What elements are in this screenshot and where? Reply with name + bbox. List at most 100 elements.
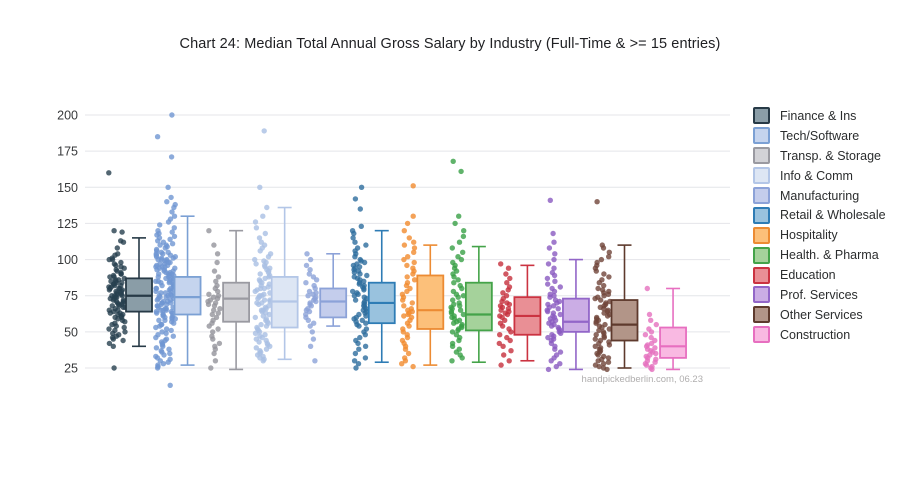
data-point (154, 134, 161, 140)
data-point (154, 365, 161, 371)
legend-item-info-comm[interactable]: Info & Comm (753, 166, 886, 186)
data-point (164, 199, 170, 205)
data-point (118, 271, 124, 277)
data-point (206, 228, 212, 234)
legend-item-construction[interactable]: Construction (753, 325, 886, 345)
legend-swatch-info-comm (753, 167, 770, 185)
data-point (404, 334, 411, 341)
data-point (356, 264, 363, 270)
data-point (401, 228, 407, 234)
data-point (551, 239, 557, 245)
legend-item-transp-storage[interactable]: Transp. & Storage (753, 146, 886, 166)
data-point (498, 307, 504, 313)
data-point (401, 303, 407, 309)
data-point (120, 239, 127, 245)
data-point (552, 278, 558, 284)
data-point (306, 288, 313, 295)
data-point (652, 359, 658, 365)
data-point (163, 294, 169, 300)
data-point (601, 271, 607, 277)
legend-swatch-health-pharma (753, 246, 770, 264)
data-point (547, 197, 553, 203)
data-point (259, 334, 265, 341)
data-point (594, 199, 600, 205)
industry-group-health-pharma (448, 158, 493, 364)
data-point (451, 280, 457, 286)
data-point (648, 317, 654, 323)
data-point (460, 293, 467, 299)
legend-item-tech-software[interactable]: Tech/Software (753, 126, 886, 146)
data-point (652, 345, 658, 351)
data-point (162, 317, 168, 323)
data-point (545, 261, 552, 267)
data-point (598, 297, 604, 303)
data-point (550, 230, 556, 237)
legend-label: Finance & Ins (780, 108, 857, 123)
data-point (405, 254, 411, 260)
data-point (167, 350, 173, 357)
data-point (106, 326, 112, 332)
legend-item-health-pharma[interactable]: Health. & Pharma (753, 245, 886, 265)
data-point (455, 327, 461, 334)
legend-item-other-services[interactable]: Other Services (753, 305, 886, 325)
legend-item-hospitality[interactable]: Hospitality (753, 225, 886, 245)
data-point (402, 346, 409, 352)
data-point (118, 259, 124, 266)
data-point (357, 334, 363, 341)
data-point (352, 254, 358, 260)
data-point (411, 259, 417, 266)
data-point (206, 291, 212, 297)
data-point (215, 326, 221, 332)
data-point (363, 320, 369, 326)
legend-label: Other Services (780, 307, 863, 322)
data-point (598, 256, 605, 263)
data-point (258, 321, 264, 328)
data-point (505, 265, 512, 271)
data-point (165, 184, 171, 190)
data-point (411, 245, 418, 251)
data-point (171, 320, 177, 326)
data-point (171, 213, 178, 219)
legend-label: Prof. Services (780, 287, 858, 302)
data-point (168, 300, 174, 306)
legend-item-retail-wholesale[interactable]: Retail & Wholesale (753, 205, 886, 225)
y-tick-label-100: 100 (57, 253, 78, 267)
legend-label: Health. & Pharma (780, 248, 879, 263)
data-point (160, 361, 167, 367)
data-point (307, 323, 313, 329)
data-point (107, 310, 114, 316)
legend-item-prof-services[interactable]: Prof. Services (753, 285, 886, 305)
series-layer (106, 112, 687, 388)
legend-item-manufacturing[interactable]: Manufacturing (753, 186, 886, 206)
box-health-pharma (464, 281, 493, 332)
data-point (497, 332, 503, 338)
data-point (110, 330, 116, 336)
data-point (499, 323, 506, 329)
data-point (499, 298, 505, 305)
data-point (351, 230, 357, 237)
legend-item-finance-ins[interactable]: Finance & Ins (753, 106, 886, 126)
data-point (106, 170, 112, 176)
data-point (263, 346, 270, 352)
data-point (644, 285, 650, 292)
data-point (404, 262, 410, 269)
data-point (364, 272, 370, 279)
data-point (557, 349, 564, 355)
data-point (362, 343, 369, 349)
data-point (154, 310, 160, 316)
legend-swatch-transp-storage (753, 147, 770, 165)
data-point (449, 343, 456, 349)
data-point (261, 128, 267, 134)
data-point (265, 254, 272, 260)
legend-item-education[interactable]: Education (753, 265, 886, 285)
data-point (405, 350, 412, 357)
data-point (166, 346, 172, 352)
data-point (410, 271, 416, 277)
data-point (601, 282, 607, 289)
data-point (557, 311, 563, 318)
data-point (263, 323, 270, 329)
data-point (162, 245, 168, 251)
data-point (119, 293, 126, 299)
data-point (459, 285, 465, 292)
data-point (504, 311, 511, 318)
